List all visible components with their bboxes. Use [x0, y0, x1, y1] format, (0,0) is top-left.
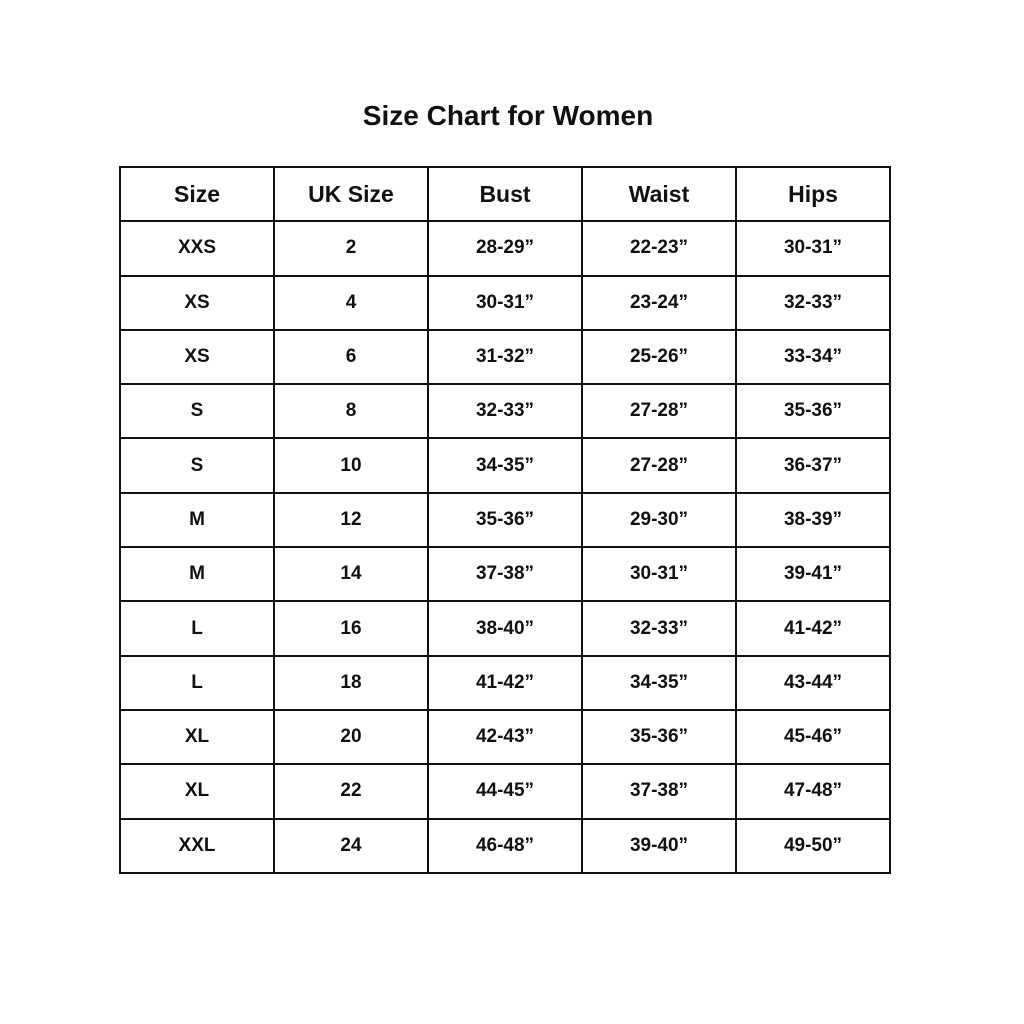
table-cell: 35-36”: [735, 383, 891, 440]
table-cell: 4: [273, 274, 429, 331]
table-cell: 41-42”: [735, 600, 891, 657]
table-cell: XS: [119, 328, 275, 386]
table-cell: 47-48”: [735, 763, 891, 820]
table-cell: 31-32”: [427, 328, 583, 386]
table-cell: 2: [273, 220, 429, 277]
table-cell: 41-42”: [427, 654, 583, 711]
table-cell: 8: [273, 383, 429, 440]
table-cell: 14: [273, 546, 429, 603]
table-cell: 10: [273, 437, 429, 494]
table-row: L 18 41-42” 34-35” 43-44”: [119, 654, 891, 711]
table-cell: 28-29”: [427, 220, 583, 277]
table-cell: 29-30”: [581, 491, 737, 549]
table-row: M 14 37-38” 30-31” 39-41”: [119, 546, 891, 603]
table-cell: 49-50”: [735, 817, 891, 874]
table-cell: 23-24”: [581, 274, 737, 331]
table-cell: 37-38”: [427, 546, 583, 603]
table-cell: 38-39”: [735, 491, 891, 549]
table-row: XS 6 31-32” 25-26” 33-34”: [119, 328, 891, 386]
table-cell: 39-40”: [581, 817, 737, 874]
size-chart-table: Size UK Size Bust Waist Hips XXS 2 28-29” 22-23…: [119, 165, 891, 874]
table-cell: 30-31”: [427, 274, 583, 331]
column-header: Size: [119, 165, 275, 223]
table-cell: 18: [273, 654, 429, 711]
table-cell: 20: [273, 708, 429, 766]
table-cell: 44-45”: [427, 763, 583, 820]
table-row: XL 20 42-43” 35-36” 45-46”: [119, 708, 891, 766]
table-cell: 35-36”: [427, 491, 583, 549]
table-cell: 35-36”: [581, 708, 737, 766]
table-cell: 12: [273, 491, 429, 549]
table-cell: 32-33”: [427, 383, 583, 440]
table-row: S 10 34-35” 27-28” 36-37”: [119, 437, 891, 494]
column-header: Waist: [581, 165, 737, 223]
table-cell: 16: [273, 600, 429, 657]
column-header: Bust: [427, 165, 583, 223]
header-row: Size UK Size Bust Waist Hips: [119, 165, 891, 223]
table-row: M 12 35-36” 29-30” 38-39”: [119, 491, 891, 549]
table-cell: 43-44”: [735, 654, 891, 711]
table-cell: M: [119, 491, 275, 549]
table-cell: 36-37”: [735, 437, 891, 494]
table-cell: XL: [119, 763, 275, 820]
table-cell: 32-33”: [581, 600, 737, 657]
table-cell: 27-28”: [581, 437, 737, 494]
table-cell: M: [119, 546, 275, 603]
table-cell: 30-31”: [735, 220, 891, 277]
table-cell: 46-48”: [427, 817, 583, 874]
table-cell: 24: [273, 817, 429, 874]
table-cell: 22: [273, 763, 429, 820]
table-cell: 25-26”: [581, 328, 737, 386]
table-cell: 27-28”: [581, 383, 737, 440]
table-cell: 32-33”: [735, 274, 891, 331]
table-cell: 33-34”: [735, 328, 891, 386]
table-cell: 45-46”: [735, 708, 891, 766]
table-row: S 8 32-33” 27-28” 35-36”: [119, 383, 891, 440]
table-cell: 38-40”: [427, 600, 583, 657]
table-cell: XXL: [119, 817, 275, 874]
table-cell: XS: [119, 274, 275, 331]
table-cell: 6: [273, 328, 429, 386]
table-cell: S: [119, 383, 275, 440]
table-row: XS 4 30-31” 23-24” 32-33”: [119, 274, 891, 331]
table-cell: L: [119, 654, 275, 711]
table-cell: 34-35”: [427, 437, 583, 494]
table-cell: XL: [119, 708, 275, 766]
column-header: UK Size: [273, 165, 429, 223]
table-cell: 22-23”: [581, 220, 737, 277]
table-cell: L: [119, 600, 275, 657]
table-cell: 37-38”: [581, 763, 737, 820]
table-row: XXL 24 46-48” 39-40” 49-50”: [119, 817, 891, 874]
table-row: XL 22 44-45” 37-38” 47-48”: [119, 763, 891, 820]
table-cell: 30-31”: [581, 546, 737, 603]
table-cell: 39-41”: [735, 546, 891, 603]
table-cell: 34-35”: [581, 654, 737, 711]
column-header: Hips: [735, 165, 891, 223]
table-cell: XXS: [119, 220, 275, 277]
page-title: Size Chart for Women: [362, 100, 654, 131]
table-row: L 16 38-40” 32-33” 41-42”: [119, 600, 891, 657]
table-cell: S: [119, 437, 275, 494]
table-row: XXS 2 28-29” 22-23” 30-31”: [119, 220, 891, 277]
table-cell: 42-43”: [427, 708, 583, 766]
